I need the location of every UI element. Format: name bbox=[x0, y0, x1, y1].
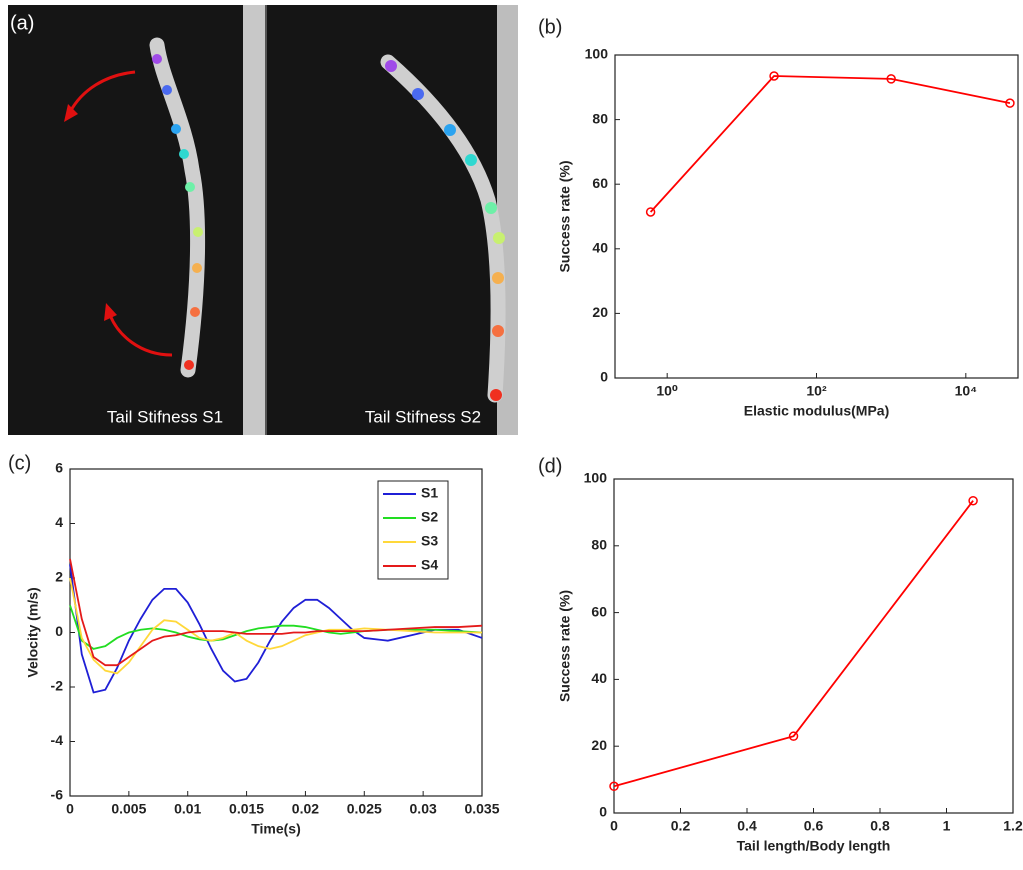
legend-label: S3 bbox=[421, 533, 438, 549]
plot-frame bbox=[613, 478, 1014, 814]
x-tick-label: 0.02 bbox=[292, 801, 319, 817]
x-tick-label: 10² bbox=[806, 383, 827, 399]
divider bbox=[265, 5, 267, 435]
y-tick-label: 0 bbox=[55, 623, 63, 639]
y-tick-label: 4 bbox=[55, 514, 63, 530]
y-axis-label: Success rate (%) bbox=[557, 590, 573, 702]
x-tick-label: 0.015 bbox=[229, 801, 264, 817]
y-tick-label: 60 bbox=[592, 175, 608, 191]
arrowhead bbox=[104, 303, 117, 321]
y-tick-label: 80 bbox=[591, 537, 607, 553]
y-tick-label: 0 bbox=[600, 369, 608, 385]
legend-label: S2 bbox=[421, 509, 438, 525]
panel-label: (b) bbox=[538, 16, 562, 38]
x-tick-label: 0.2 bbox=[671, 818, 691, 834]
x-tick-label: 1.2 bbox=[1003, 818, 1023, 834]
y-tick-label: 60 bbox=[591, 603, 607, 619]
point bbox=[1005, 98, 1015, 108]
x-tick-label: 0.035 bbox=[464, 801, 499, 817]
y-tick-label: 20 bbox=[591, 737, 607, 753]
y-tick-label: 0 bbox=[599, 804, 607, 820]
x-axis-label: Elastic modulus(MPa) bbox=[744, 403, 889, 419]
legend-label: S4 bbox=[421, 557, 438, 573]
x-tick-label: 10⁰ bbox=[656, 383, 678, 399]
y-tick-label: 40 bbox=[592, 240, 608, 256]
point bbox=[886, 74, 896, 84]
panel-label: (d) bbox=[538, 455, 562, 477]
point bbox=[769, 71, 779, 81]
x-tick-label: 0.01 bbox=[174, 801, 201, 817]
y-axis-label: Velocity (m/s) bbox=[25, 587, 41, 677]
plot-frame bbox=[614, 54, 1019, 379]
y-tick-label: -2 bbox=[51, 678, 64, 694]
y-tick-label: 40 bbox=[591, 670, 607, 686]
legend: S1 S2 S3 S4 bbox=[377, 480, 449, 580]
y-tick-label: 100 bbox=[584, 470, 608, 486]
legend-label: S1 bbox=[421, 485, 438, 501]
y-tick-label: -6 bbox=[51, 787, 64, 803]
y-tick-label: 100 bbox=[585, 46, 609, 62]
x-tick-label: 0.03 bbox=[410, 801, 437, 817]
arrow bbox=[108, 314, 173, 357]
arrow bbox=[68, 70, 136, 113]
x-axis-label: Time(s) bbox=[251, 821, 301, 837]
y-tick-label: 20 bbox=[592, 304, 608, 320]
x-tick-label: 10⁴ bbox=[955, 383, 978, 399]
x-tick-label: 0.4 bbox=[737, 818, 757, 834]
series-line bbox=[69, 577, 482, 675]
caption: Tail Stifness S2 bbox=[365, 407, 481, 426]
point bbox=[645, 207, 656, 217]
series-line bbox=[69, 564, 483, 694]
legend-box bbox=[377, 480, 449, 580]
x-tick-label: 0.6 bbox=[804, 818, 824, 834]
series-line bbox=[69, 558, 483, 667]
y-tick-label: -4 bbox=[51, 732, 64, 748]
pole bbox=[243, 5, 265, 435]
series-line bbox=[613, 500, 974, 788]
x-tick-label: 0.005 bbox=[111, 801, 146, 817]
y-tick-label: 2 bbox=[55, 569, 63, 585]
arrowhead bbox=[64, 104, 78, 122]
panel-label: (c) bbox=[8, 452, 31, 474]
x-tick-label: 0 bbox=[66, 801, 74, 817]
tail bbox=[149, 37, 206, 378]
x-tick-label: 1 bbox=[943, 818, 951, 834]
x-tick-label: 0.025 bbox=[347, 801, 382, 817]
y-tick-label: 80 bbox=[592, 110, 608, 126]
point bbox=[968, 495, 978, 506]
panel-label: (a) bbox=[10, 12, 34, 34]
point bbox=[788, 731, 799, 741]
y-tick-label: 6 bbox=[55, 460, 63, 476]
photo: Tail Stifness S1 Tail Stifness S2 bbox=[8, 5, 518, 435]
x-axis-label: Tail length/Body length bbox=[737, 838, 891, 854]
y-axis-label: Success rate (%) bbox=[557, 160, 573, 272]
x-tick-label: 0 bbox=[610, 818, 618, 834]
series-line bbox=[649, 75, 1011, 213]
markers bbox=[152, 54, 505, 401]
point bbox=[609, 781, 619, 792]
x-tick-label: 0.8 bbox=[870, 818, 890, 834]
caption: Tail Stifness S1 bbox=[107, 407, 223, 426]
